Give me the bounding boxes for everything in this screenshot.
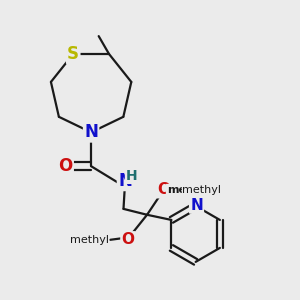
Text: O: O — [58, 157, 73, 175]
Text: N: N — [190, 198, 203, 213]
Text: methyl: methyl — [167, 185, 210, 195]
Text: N: N — [84, 123, 98, 141]
Text: N: N — [118, 172, 132, 190]
Text: O: O — [122, 232, 134, 247]
Text: S: S — [67, 45, 79, 63]
Text: methyl: methyl — [182, 185, 221, 195]
Text: O: O — [157, 182, 170, 197]
Text: methyl: methyl — [70, 235, 109, 245]
Text: H: H — [126, 169, 138, 183]
